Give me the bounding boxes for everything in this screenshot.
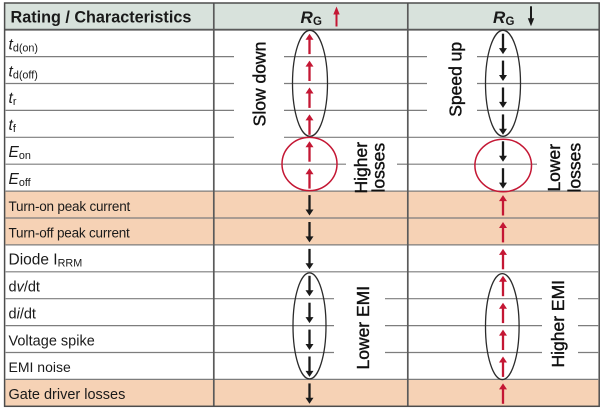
svg-text:Lower: Lower [544, 144, 564, 192]
svg-text:Speed up: Speed up [446, 42, 466, 117]
svg-text:Rating / Characteristics: Rating / Characteristics [11, 9, 192, 27]
svg-text:R: R [493, 8, 506, 27]
svg-text:tr: tr [9, 90, 17, 108]
svg-text:Voltage spike: Voltage spike [9, 333, 95, 349]
svg-text:Higher EMI: Higher EMI [548, 280, 568, 368]
svg-text:dv/dt: dv/dt [9, 279, 40, 295]
svg-text:td(off): td(off) [9, 63, 38, 81]
svg-text:Gate driver losses: Gate driver losses [9, 387, 126, 403]
svg-text:Lower EMI: Lower EMI [353, 286, 373, 370]
svg-text:Eoff: Eoff [9, 171, 32, 189]
svg-text:di/dt: di/dt [9, 306, 36, 322]
svg-text:Slow down: Slow down [250, 42, 270, 127]
svg-text:R: R [301, 8, 314, 27]
svg-text:G: G [506, 16, 515, 28]
svg-text:losses: losses [368, 143, 388, 193]
svg-text:Eon: Eon [9, 144, 31, 162]
svg-text:td(on): td(on) [9, 36, 39, 54]
svg-text:Turn-off peak current: Turn-off peak current [9, 226, 131, 241]
svg-text:G: G [313, 16, 322, 28]
svg-text:Higher: Higher [351, 142, 371, 194]
svg-text:EMI noise: EMI noise [9, 359, 71, 375]
svg-text:Turn-on peak current: Turn-on peak current [9, 199, 131, 214]
svg-text:Diode IRRM: Diode IRRM [9, 252, 83, 270]
svg-text:tf: tf [9, 117, 17, 135]
svg-text:losses: losses [564, 143, 584, 193]
